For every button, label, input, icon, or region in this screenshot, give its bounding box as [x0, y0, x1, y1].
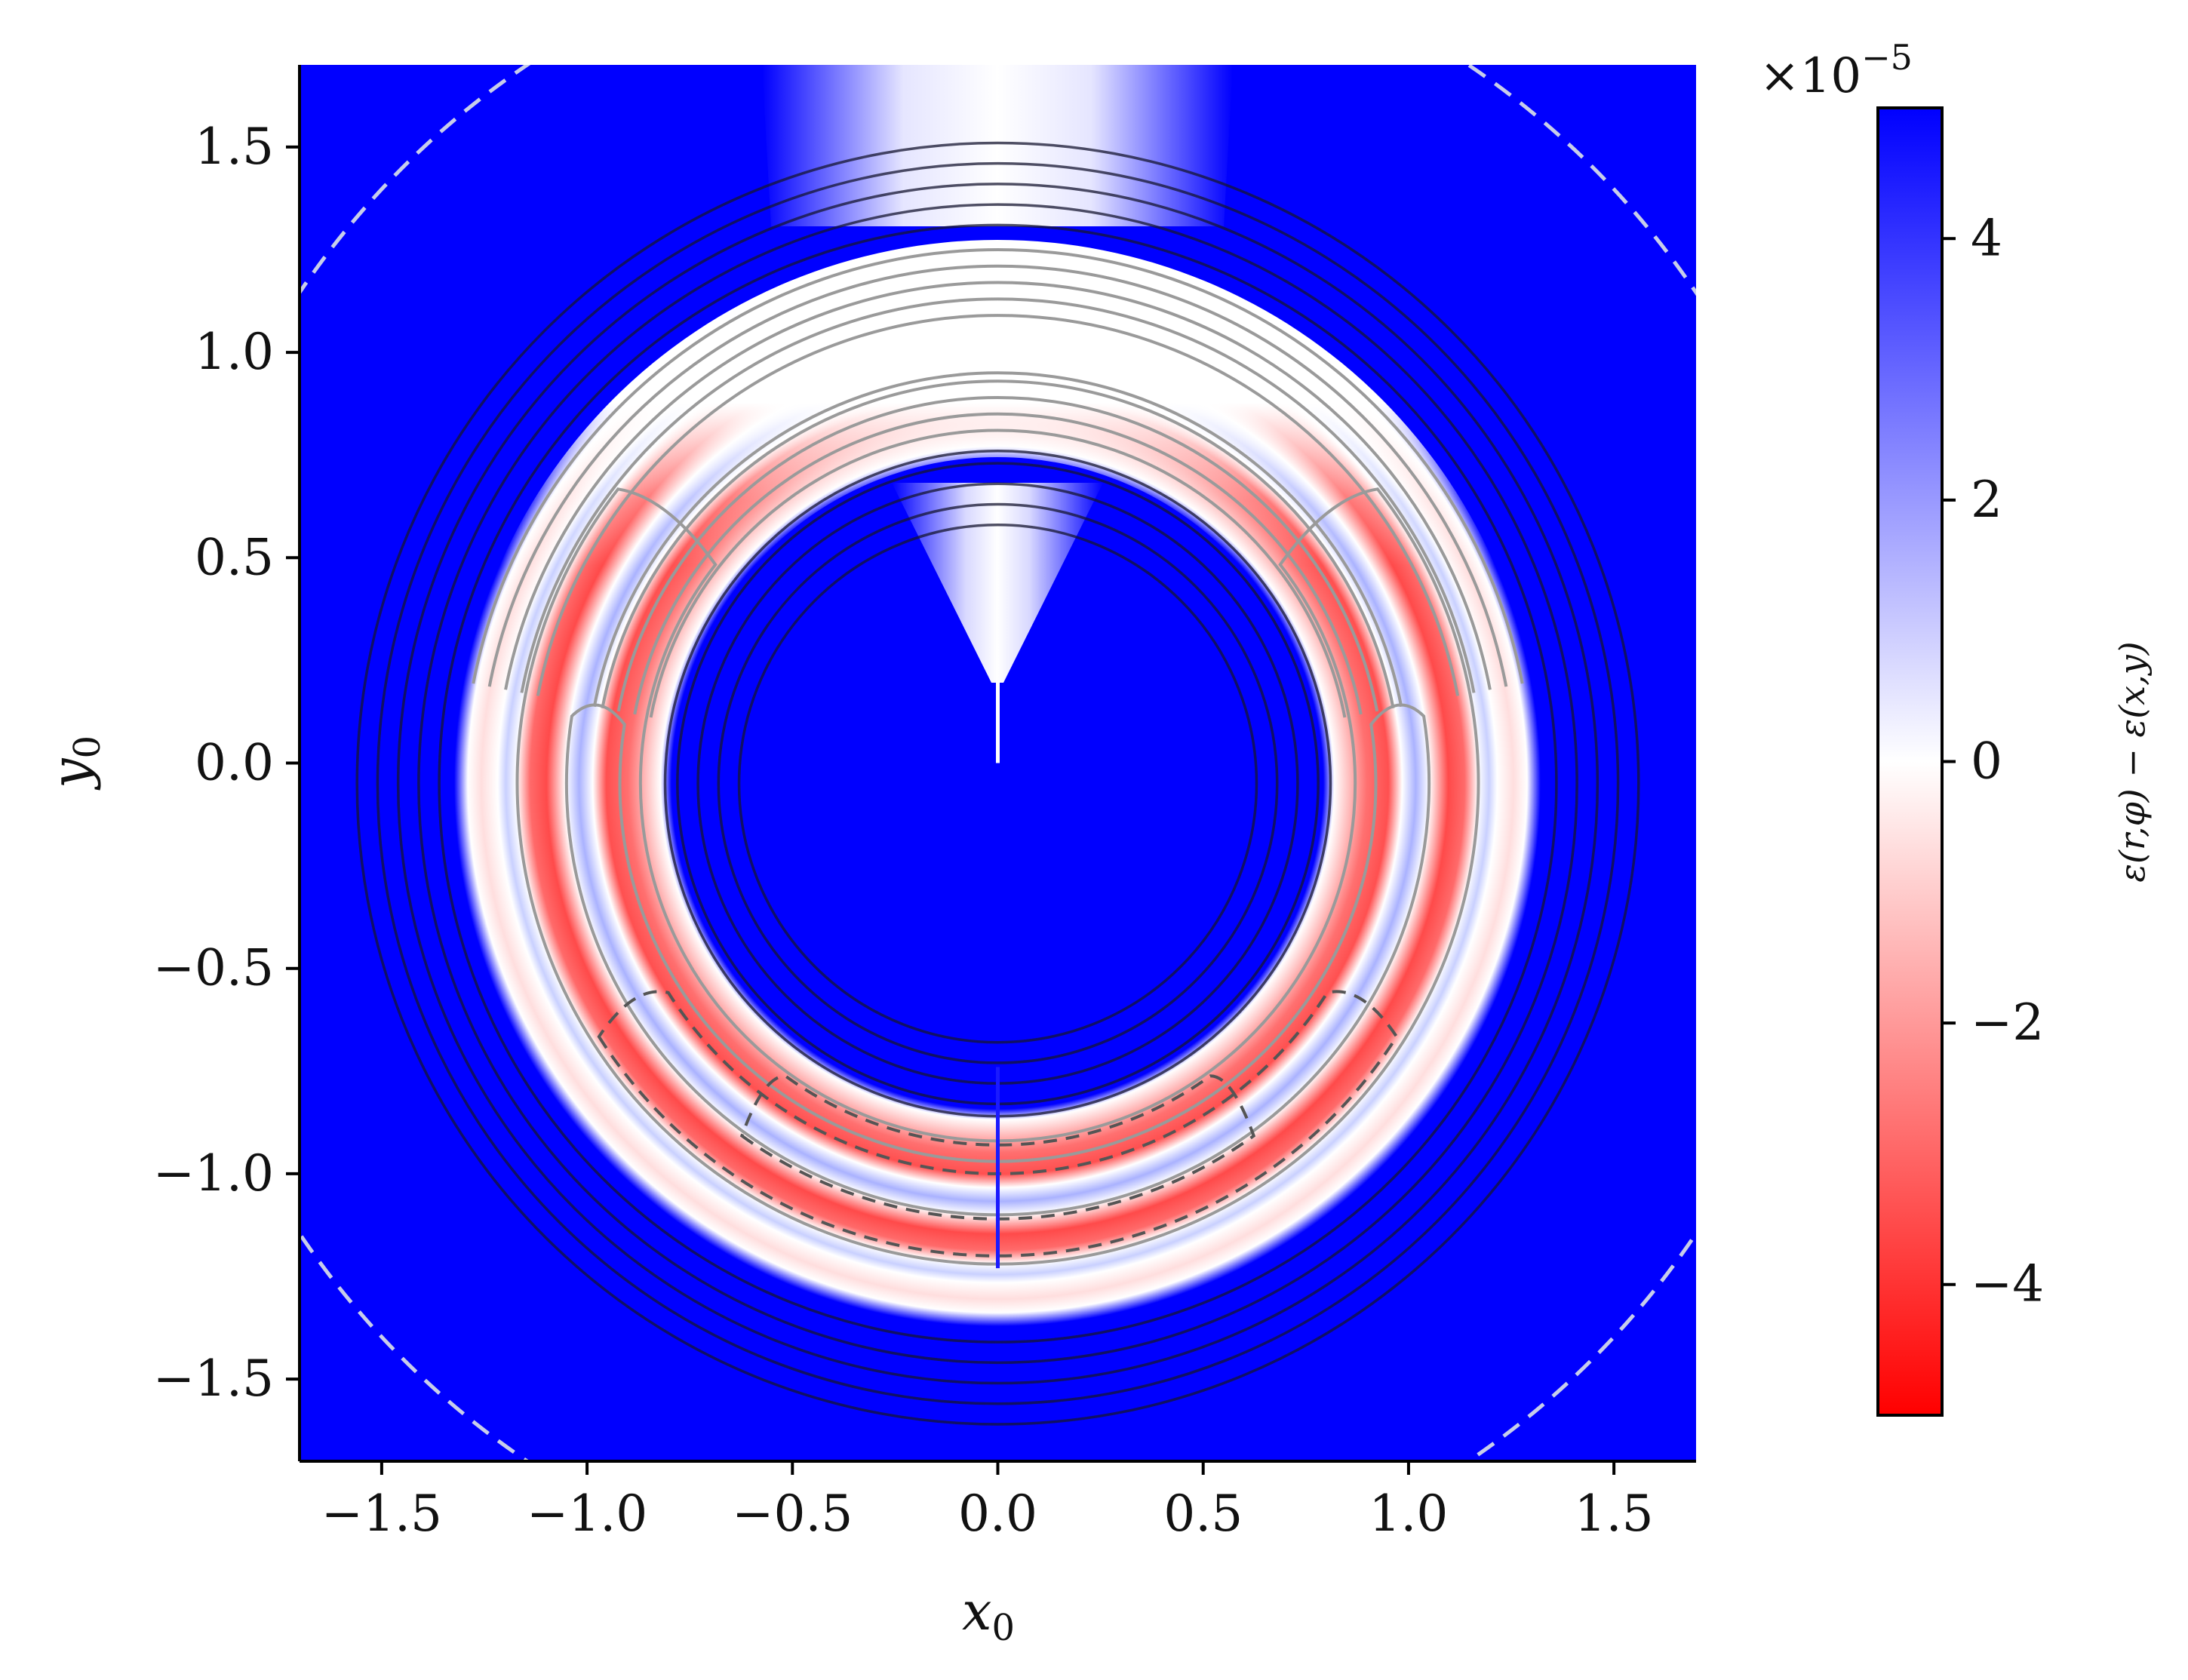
colorbar-multiplier-exponent: −5: [1861, 37, 1913, 78]
x-axis-label: x0: [962, 1580, 1015, 1649]
contour-grey: [520, 297, 1476, 693]
x-tick-label: −0.5: [732, 1485, 853, 1543]
x-tick-label: 1.0: [1369, 1485, 1448, 1543]
contour-grey: [592, 371, 1403, 708]
colorbar-multiplier-base: ×10: [1759, 48, 1861, 104]
colorbar-tick-label: 0: [1971, 733, 2002, 791]
y-tick-label: 0.0: [195, 734, 274, 792]
contour-dark: [737, 523, 1258, 1044]
contour-grey-crescent-outer: [515, 487, 1480, 1266]
colorbar-ticks: −4 −2 0 2 4: [1942, 209, 2044, 1313]
colorbar-multiplier: ×10−5: [1759, 37, 1913, 104]
y-tick-label: −1.0: [153, 1144, 274, 1202]
contour-grey: [536, 314, 1460, 696]
contour-grey: [616, 395, 1379, 712]
y-tick-label: −1.5: [153, 1350, 274, 1408]
heatmap-inner-beam: [892, 483, 1103, 683]
y-axis-label: y0: [40, 736, 109, 791]
colorbar-tick-label: −2: [1971, 994, 2044, 1052]
contour-dark: [717, 502, 1279, 1064]
x-tick-label: 0.5: [1163, 1485, 1243, 1543]
y-axis-label-sub: 0: [66, 736, 109, 759]
colorbar: [1876, 106, 1944, 1417]
x-tick-label: 1.5: [1575, 1485, 1654, 1543]
colorbar-tick-label: 2: [1971, 471, 2002, 529]
contour-grey: [601, 379, 1395, 709]
contour-grey: [472, 248, 1524, 684]
x-axis-label-sub: 0: [991, 1607, 1015, 1649]
colorbar-tick-label: −4: [1971, 1255, 2044, 1313]
contour-grey: [487, 264, 1508, 687]
y-tick-label: 0.5: [195, 528, 274, 586]
contour-grey: [504, 281, 1492, 690]
y-tick-label: 1.0: [195, 323, 274, 381]
contour-grey: [633, 412, 1363, 715]
x-axis-label-main: x: [962, 1580, 991, 1642]
colorbar-label: ε(r,φ) − ε(x,y): [2112, 641, 2153, 882]
x-tick-label: −1.5: [321, 1485, 442, 1543]
contour-grey-crescent-inner: [564, 703, 1431, 1217]
y-tick-label: 1.5: [195, 118, 274, 176]
contour-dark: [355, 141, 1640, 1426]
y-axis-label-main: y: [40, 757, 102, 791]
contour-dark: [417, 203, 1578, 1365]
colorbar-tick-label: 4: [1971, 209, 2002, 267]
heatmap-top-beam: [762, 65, 1233, 226]
plot-area: [300, 65, 1696, 1461]
x-tick-label: −1.0: [527, 1485, 647, 1543]
contour-dark: [396, 183, 1600, 1385]
contour-lines: [355, 141, 1640, 1426]
contour-dark: [438, 223, 1558, 1344]
contour-grey: [649, 428, 1347, 718]
heatmap-upper-fade: [454, 240, 1541, 783]
x-axis-ticks: −1.5 −1.0 −0.5 0.0 0.5 1.0 1.5: [321, 1461, 1654, 1543]
x-tick-label: 0.0: [958, 1485, 1037, 1543]
y-axis-ticks: −1.5 −1.0 −0.5 0.0 0.5 1.0 1.5: [153, 118, 300, 1408]
contour-dashed-inner: [739, 1074, 1256, 1221]
contour-dark: [376, 161, 1620, 1405]
y-tick-label: −0.5: [153, 939, 274, 997]
